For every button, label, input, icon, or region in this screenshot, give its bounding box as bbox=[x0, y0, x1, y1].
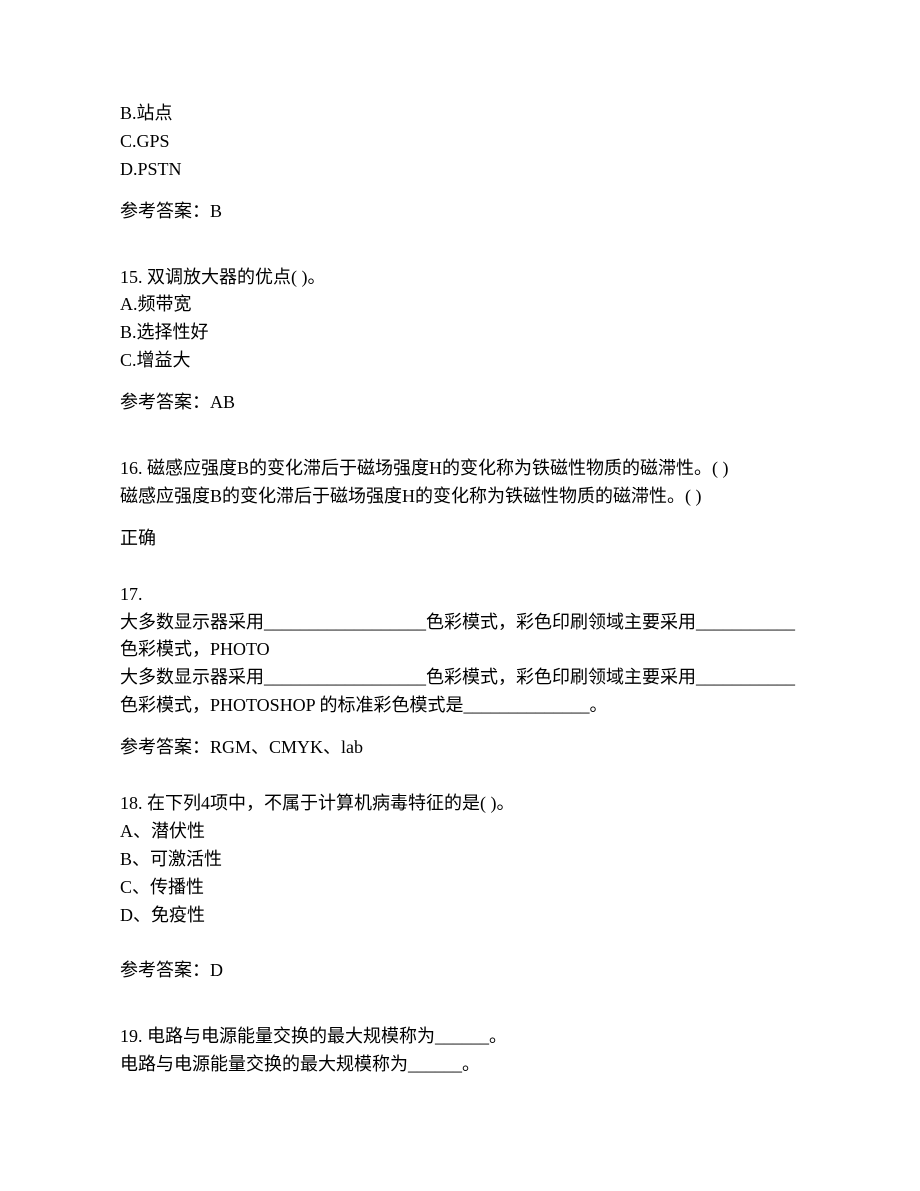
q18-option-b: B、可激活性 bbox=[120, 846, 800, 874]
q17-num: 17. bbox=[120, 581, 800, 609]
q18-answer: 参考答案：D bbox=[120, 957, 800, 985]
q14-option-b: B.站点 bbox=[120, 100, 800, 128]
q17-line-2: 大多数显示器采用__________________色彩模式，彩色印刷领域主要采… bbox=[120, 664, 800, 720]
q15-option-b: B.选择性好 bbox=[120, 319, 800, 347]
q14-option-c: C.GPS bbox=[120, 128, 800, 156]
q16-stem-1: 16. 磁感应强度B的变化滞后于磁场强度H的变化称为铁磁性物质的磁滞性。( ) bbox=[120, 455, 800, 483]
q15-stem: 15. 双调放大器的优点( )。 bbox=[120, 264, 800, 292]
q18-stem: 18. 在下列4项中，不属于计算机病毒特征的是( )。 bbox=[120, 790, 800, 818]
q15-option-a: A.频带宽 bbox=[120, 291, 800, 319]
q16-answer: 正确 bbox=[120, 525, 800, 553]
q19-stem-2: 电路与电源能量交换的最大规模称为______。 bbox=[120, 1051, 800, 1079]
q15-option-c: C.增益大 bbox=[120, 347, 800, 375]
q14-option-d: D.PSTN bbox=[120, 156, 800, 184]
q19-stem-1: 19. 电路与电源能量交换的最大规模称为______。 bbox=[120, 1023, 800, 1051]
q18-option-c: C、传播性 bbox=[120, 874, 800, 902]
q17-line-1: 大多数显示器采用__________________色彩模式，彩色印刷领域主要采… bbox=[120, 609, 800, 665]
q18-option-d: D、免疫性 bbox=[120, 902, 800, 930]
q16-stem-2: 磁感应强度B的变化滞后于磁场强度H的变化称为铁磁性物质的磁滞性。( ) bbox=[120, 483, 800, 511]
q15-answer: 参考答案：AB bbox=[120, 389, 800, 417]
q18-option-a: A、潜伏性 bbox=[120, 818, 800, 846]
q17-answer: 参考答案：RGM、CMYK、lab bbox=[120, 734, 800, 762]
q14-answer: 参考答案：B bbox=[120, 198, 800, 226]
